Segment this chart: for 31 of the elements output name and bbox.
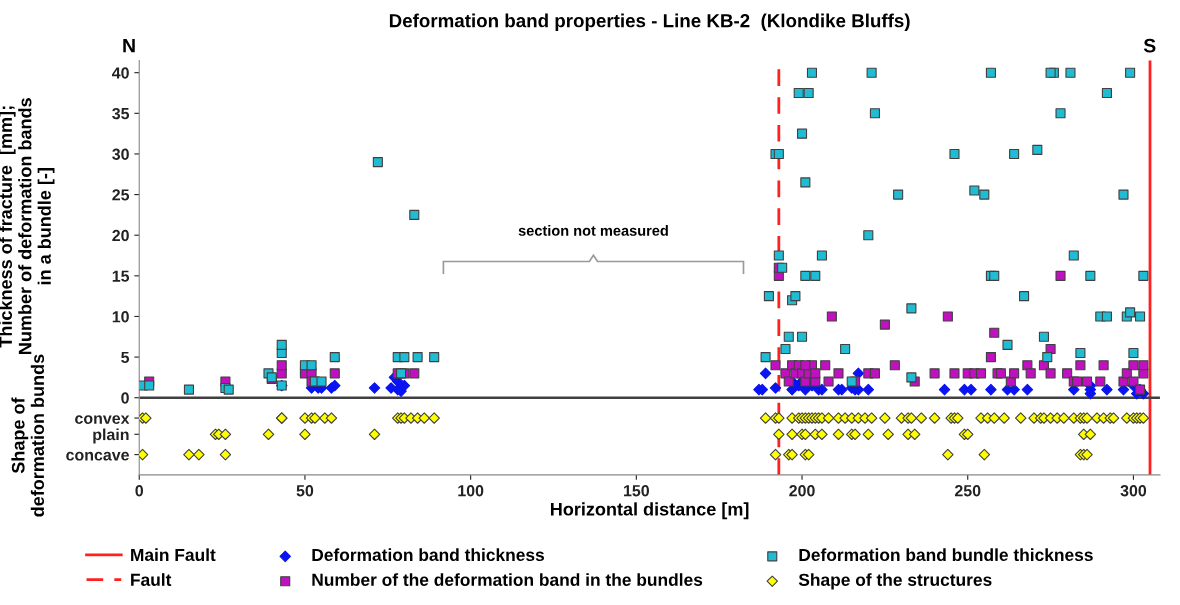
y-tick-label: plain	[93, 428, 129, 444]
y-tick-label: 10	[112, 311, 129, 323]
y-tick-label: 35	[112, 107, 130, 120]
y-tick-label: 20	[112, 229, 129, 242]
text: S	[1143, 38, 1156, 53]
y-tick-label: 30	[112, 148, 129, 160]
legend-label: Main Fault	[131, 548, 216, 562]
y-tick-label: 25	[112, 189, 130, 201]
y-tick-label: 15	[112, 270, 130, 282]
y-tick-label: convex	[75, 415, 130, 424]
x-tick-label: 150	[624, 485, 650, 497]
legend-label: Deformation band bundle thickness	[799, 548, 1093, 562]
x-tick-label: 0	[135, 485, 144, 497]
chart-title: Deformation band properties - Line KB-2 (Klondike Bluffs)	[389, 13, 910, 32]
x-tick-label: 50	[296, 485, 314, 497]
x-tick-label: 200	[789, 485, 815, 497]
legend-label: Number of the deformation band in the bundles	[312, 573, 703, 586]
y-tick-label: 5	[121, 351, 130, 364]
legend-label: Deformation band thickness	[312, 548, 544, 562]
x-axis-title: Horizontal distance [m]	[550, 502, 749, 520]
y-tick-label: concave	[66, 451, 129, 461]
legend-label: Fault	[131, 573, 172, 586]
annotation: section not measured	[518, 225, 668, 236]
text: Shape of deformation bunds	[11, 354, 45, 517]
y-tick-label: 0	[121, 392, 129, 404]
legend-label: Shape of the structures	[798, 573, 992, 590]
x-tick-label: 250	[954, 485, 981, 497]
y-tick-label: 40	[112, 67, 129, 79]
x-tick-label: 100	[458, 485, 484, 497]
x-tick-label: 300	[1120, 485, 1147, 497]
text: N	[123, 38, 135, 53]
